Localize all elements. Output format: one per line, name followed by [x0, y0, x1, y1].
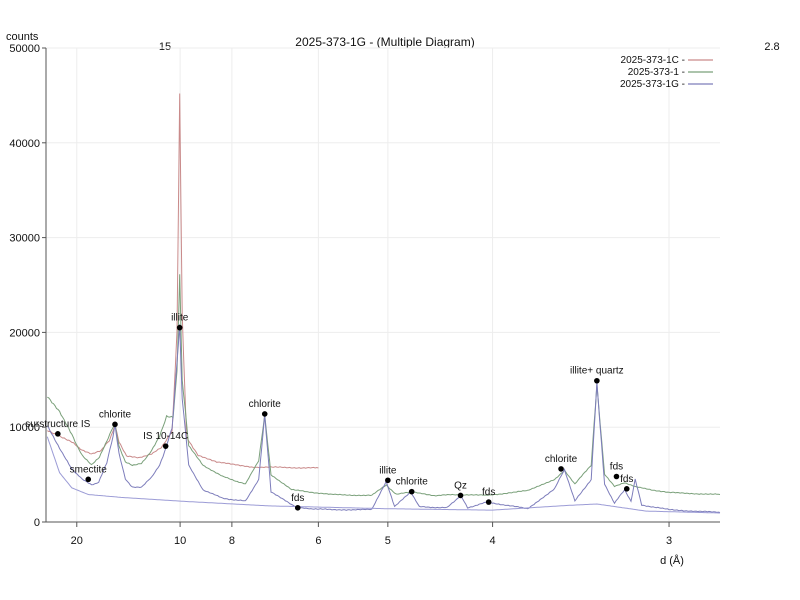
peak-label: chlorite	[249, 399, 282, 410]
y-tick-label: 30000	[9, 233, 40, 245]
legend-label: 2025-373-1C -	[621, 55, 685, 66]
peak-marker	[385, 477, 391, 484]
x-tick-label: 4	[490, 535, 496, 547]
peak-marker	[85, 476, 92, 483]
y-tick-label: 0	[34, 517, 40, 529]
legend-label: 2025-373-1G -	[620, 79, 685, 90]
legend-label: 2025-373-1 -	[628, 67, 685, 78]
chart-title: 2025-373-1G - (Multiple Diagram)	[295, 35, 474, 49]
peak-marker	[112, 421, 118, 428]
legend: 2025-373-1C -2025-373-1 -2025-373-1G -	[620, 55, 713, 90]
peak-label: Qz	[454, 480, 467, 491]
peak-label: chlorite	[99, 409, 132, 420]
peak-marker	[558, 466, 564, 472]
peak-label: illite	[171, 313, 189, 324]
series-line	[47, 93, 319, 469]
peak-label: fds	[482, 487, 495, 498]
top-range-end-label: 2.8	[764, 41, 779, 53]
series-layer	[46, 93, 721, 514]
peak-label: illite	[379, 465, 397, 476]
x-axis-label: d (Å)	[660, 554, 684, 567]
peak-label: chlorite	[545, 454, 578, 465]
top-range-start-label: 15	[159, 41, 171, 53]
peak-marker	[162, 443, 169, 449]
peak-marker	[176, 324, 183, 331]
peak-marker	[623, 486, 630, 492]
peak-label: chlorite	[396, 477, 429, 488]
y-tick-label: 20000	[9, 327, 40, 339]
grid-layer	[46, 47, 720, 523]
y-tick-label: 50000	[9, 43, 40, 55]
peak-label: smectite	[70, 464, 108, 475]
y-axis-label: counts	[6, 31, 39, 43]
peak-marker	[261, 411, 268, 417]
series-line	[46, 436, 720, 514]
peak-label: surstructure IS	[25, 419, 90, 430]
peak-marker	[485, 499, 492, 505]
peak-label: illite+ quartz	[570, 366, 624, 377]
x-tick-label: 20	[71, 535, 83, 547]
axes-layer: 0 10000 20000 30000 40000 50000 20 10 8 6 5 4 3	[9, 43, 720, 547]
peak-label: IS 10-14C	[143, 431, 188, 442]
x-tick-label: 5	[385, 535, 391, 547]
y-tick-label: 40000	[9, 138, 40, 150]
x-tick-label: 3	[666, 535, 672, 547]
series-line	[46, 324, 721, 513]
peak-label: fds	[291, 493, 304, 504]
x-tick-label: 6	[315, 535, 321, 547]
series-line	[47, 274, 721, 497]
x-tick-label: 8	[229, 535, 235, 547]
x-tick-label: 10	[174, 535, 186, 547]
peak-marker	[408, 488, 415, 495]
peak-marker	[457, 492, 464, 499]
peak-marker	[294, 504, 301, 511]
peak-marker	[55, 431, 61, 437]
peak-label: fds	[610, 461, 623, 472]
peak-marker	[613, 473, 620, 480]
peak-label: fds	[620, 474, 633, 485]
peak-marker	[594, 377, 600, 384]
y-tick-label: 10000	[9, 422, 40, 434]
